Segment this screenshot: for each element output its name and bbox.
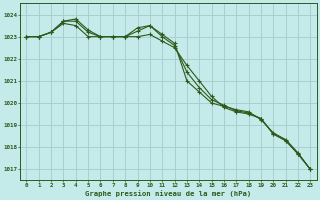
X-axis label: Graphe pression niveau de la mer (hPa): Graphe pression niveau de la mer (hPa) [85,190,252,197]
